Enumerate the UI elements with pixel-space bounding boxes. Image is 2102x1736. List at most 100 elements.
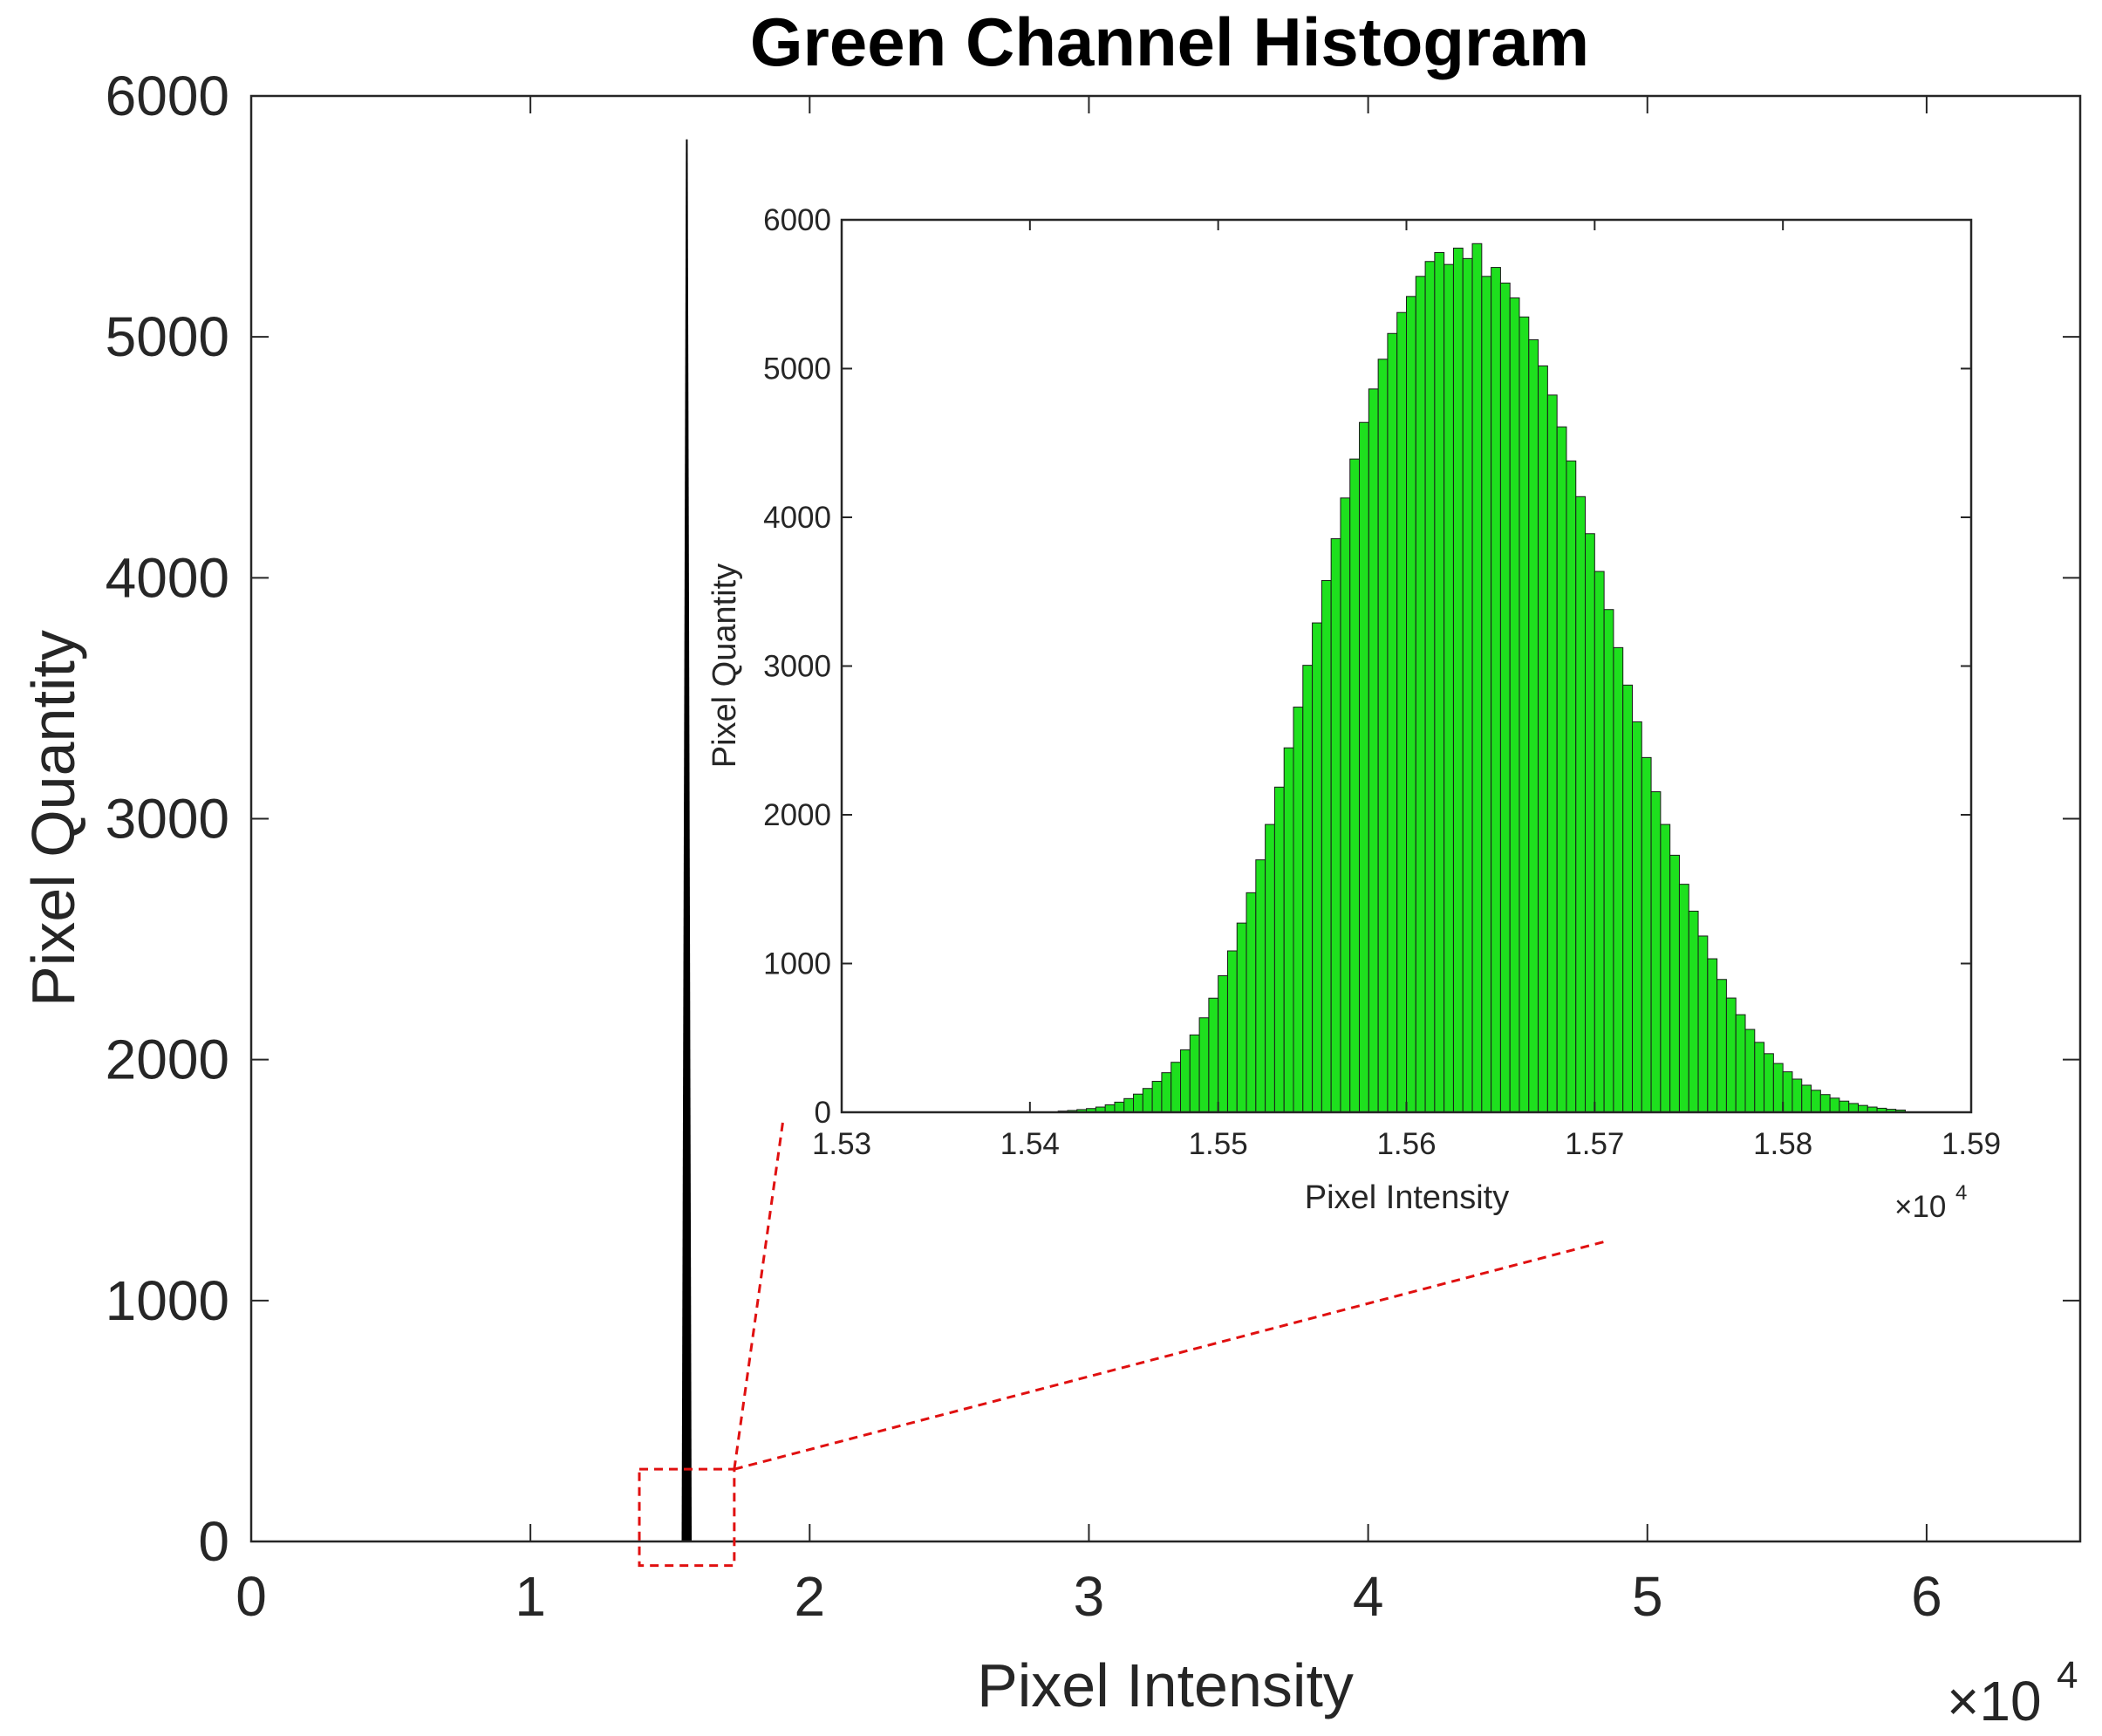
main-y-tick-label: 4000 (106, 546, 229, 609)
main-x-tick-label: 1 (515, 1565, 546, 1628)
inset-histogram-bar (1161, 1072, 1172, 1113)
inset-histogram-bar (1491, 267, 1501, 1113)
inset-histogram-bar (1622, 684, 1634, 1113)
main-y-tick-label: 2000 (106, 1029, 229, 1091)
main-x-tick-labels: 0 1 2 3 4 5 6 (235, 1565, 1942, 1628)
inset-histogram-bar (1424, 261, 1436, 1113)
main-y-tick-label: 5000 (106, 305, 229, 368)
inset-histogram-bar (1359, 421, 1369, 1113)
inset-x-exponent-power: 4 (1955, 1181, 1967, 1205)
inset-histogram-bar (1123, 1097, 1135, 1113)
main-y-axis-label: Pixel Quantity (19, 630, 87, 1007)
inset-histogram-bar (1349, 458, 1361, 1113)
inset-histogram-bar (1632, 721, 1642, 1113)
inset-histogram-bar (1697, 935, 1709, 1113)
inset-histogram-bar (1603, 609, 1614, 1113)
inset-x-tick-labels: 1.53 1.54 1.55 1.56 1.57 1.58 1.59 (812, 1127, 2001, 1161)
main-spike-series (681, 139, 693, 1542)
inset-histogram-bar (1518, 316, 1530, 1113)
zoom-connector-line (734, 1240, 1607, 1471)
inset-histogram-bar (1594, 571, 1605, 1113)
inset-histogram-bar (1725, 997, 1737, 1113)
inset-histogram-bar (1707, 958, 1718, 1113)
inset-histogram-bar (1273, 786, 1285, 1113)
inset-histogram-bar (1782, 1071, 1793, 1113)
inset-histogram-bar (1811, 1090, 1821, 1113)
inset-histogram-bar (1471, 243, 1483, 1113)
zoom-indicator (638, 1118, 1607, 1568)
inset-x-tick-label: 1.53 (812, 1127, 871, 1161)
inset-histogram-bar (1538, 365, 1548, 1113)
inset-histogram-bar (1688, 910, 1699, 1113)
inset-histogram-bar (1641, 756, 1652, 1113)
inset-histogram-bar (1585, 533, 1595, 1113)
inset-histogram-bar (1481, 276, 1492, 1113)
inset-histogram-bar (1791, 1078, 1803, 1113)
inset-histogram-bar (1716, 979, 1727, 1113)
main-axes: 0 1000 2000 3000 4000 5000 6000 0 1 2 3 4 5 6 Pixel … (19, 65, 2082, 1733)
main-x-tick-label: 6 (1911, 1565, 1942, 1628)
inset-histogram-bar (1744, 1029, 1756, 1113)
main-x-exponent-base: ×10 (1947, 1670, 2042, 1733)
inset-x-exponent: ×10 4 (1894, 1181, 1967, 1224)
inset-histogram-bar (1321, 579, 1332, 1113)
main-x-tick-label: 2 (795, 1565, 826, 1628)
main-plot-frame (249, 94, 2082, 1543)
inset-histogram-bar (1678, 884, 1689, 1113)
main-y-tick-label: 3000 (106, 788, 229, 851)
inset-histogram-bar (1566, 460, 1577, 1113)
inset-histogram-bar (1114, 1101, 1125, 1113)
inset-y-tick-label: 4000 (763, 501, 831, 535)
inset-histogram-bar (1660, 824, 1671, 1113)
main-x-tick-label: 5 (1632, 1565, 1663, 1628)
inset-histogram-bar (1575, 496, 1587, 1113)
main-y-tick-labels: 0 1000 2000 3000 4000 5000 6000 (106, 65, 229, 1573)
inset-histogram-bar (1198, 1017, 1210, 1113)
inset-x-tick-label: 1.55 (1189, 1127, 1248, 1161)
inset-histogram-bar (1546, 394, 1558, 1113)
inset-histogram-bar (1434, 252, 1445, 1113)
main-spike (681, 139, 693, 1542)
inset-y-tick-label: 0 (815, 1096, 831, 1130)
inset-histogram-bar (1170, 1062, 1182, 1113)
inset-histogram-bar (1829, 1097, 1840, 1113)
inset-histogram-bar (1189, 1034, 1200, 1113)
inset-histogram-bar (1302, 665, 1314, 1113)
inset-histogram-bar (1452, 247, 1464, 1113)
inset-histogram-bar (1104, 1104, 1116, 1113)
main-y-tick-label: 6000 (106, 65, 229, 127)
inset-histogram-bar (1255, 859, 1266, 1113)
inset-y-tick-label: 6000 (763, 203, 831, 237)
inset-histogram-bar (1819, 1094, 1831, 1113)
zoom-box (638, 1467, 736, 1568)
inset-x-axis-label: Pixel Intensity (1305, 1179, 1509, 1216)
inset-histogram-bar (1499, 282, 1511, 1113)
inset-histogram-bar (1443, 263, 1454, 1113)
main-x-exponent: ×10 4 (1947, 1654, 2078, 1733)
inset-histogram-bar (1180, 1049, 1191, 1113)
inset-x-tick-label: 1.57 (1565, 1127, 1624, 1161)
inset-histogram-bar (1650, 791, 1662, 1113)
inset-histogram-bar (1772, 1063, 1784, 1113)
chart-title: Green Channel Histogram (750, 3, 1589, 80)
inset-histogram-bar (1528, 338, 1539, 1113)
inset-histogram-bar (1509, 297, 1520, 1113)
inset-x-tick-label: 1.54 (1000, 1127, 1060, 1161)
inset-y-tick-label: 1000 (763, 947, 831, 981)
inset-histogram-bar (1754, 1042, 1765, 1113)
inset-histogram-bar (1613, 646, 1624, 1113)
inset-histogram-bar (1735, 1014, 1746, 1113)
inset-histogram-bar (1218, 974, 1228, 1113)
inset-histogram-bar (1283, 747, 1294, 1113)
inset-y-tick-label: 2000 (763, 798, 831, 832)
inset-histogram-bar (1669, 854, 1680, 1113)
inset-histogram-bar (1387, 332, 1398, 1113)
main-y-tick-label: 1000 (106, 1269, 229, 1332)
inset-plot-frame (840, 218, 1973, 1114)
inset-histogram-bar (1415, 276, 1426, 1113)
inset-histogram-bar (1340, 497, 1351, 1113)
inset-histogram-bar (1133, 1093, 1143, 1113)
inset-histogram-bar (1330, 538, 1341, 1113)
